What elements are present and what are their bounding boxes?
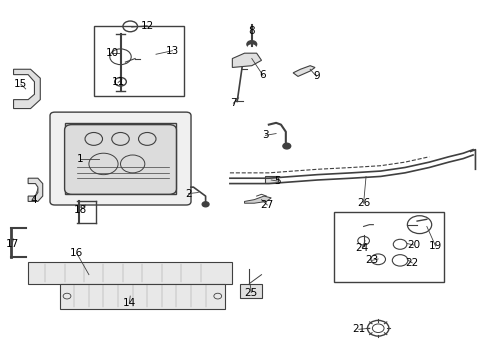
Text: 13: 13 bbox=[165, 46, 179, 56]
Circle shape bbox=[246, 41, 256, 48]
FancyBboxPatch shape bbox=[50, 112, 191, 205]
Text: 25: 25 bbox=[244, 288, 257, 297]
Text: 6: 6 bbox=[259, 70, 266, 80]
Polygon shape bbox=[28, 178, 42, 202]
FancyBboxPatch shape bbox=[28, 262, 232, 284]
Polygon shape bbox=[64, 123, 176, 194]
Text: 16: 16 bbox=[70, 248, 83, 258]
Text: 2: 2 bbox=[185, 189, 191, 199]
Text: 20: 20 bbox=[407, 240, 419, 250]
Text: 23: 23 bbox=[365, 255, 378, 265]
Text: 18: 18 bbox=[73, 205, 86, 215]
Text: 19: 19 bbox=[428, 241, 441, 251]
Text: 24: 24 bbox=[355, 243, 368, 253]
Text: 1: 1 bbox=[77, 154, 83, 163]
Text: 15: 15 bbox=[14, 79, 27, 89]
FancyBboxPatch shape bbox=[64, 125, 176, 194]
Text: 9: 9 bbox=[312, 71, 319, 81]
Text: 4: 4 bbox=[31, 195, 37, 204]
Bar bbox=[94, 26, 183, 96]
Bar bbox=[265, 176, 277, 183]
Bar bbox=[239, 284, 261, 298]
Circle shape bbox=[247, 45, 255, 51]
Bar bbox=[334, 212, 443, 282]
Text: 8: 8 bbox=[248, 26, 255, 36]
FancyBboxPatch shape bbox=[60, 284, 224, 309]
Text: 10: 10 bbox=[105, 48, 119, 58]
Circle shape bbox=[283, 143, 290, 149]
Circle shape bbox=[202, 202, 208, 207]
Text: 21: 21 bbox=[351, 324, 365, 334]
Text: 12: 12 bbox=[141, 21, 154, 31]
Text: 27: 27 bbox=[260, 200, 273, 210]
Polygon shape bbox=[14, 69, 40, 109]
Text: 17: 17 bbox=[5, 239, 19, 249]
Text: 5: 5 bbox=[274, 176, 280, 186]
Text: 26: 26 bbox=[356, 198, 369, 208]
Polygon shape bbox=[244, 196, 271, 203]
Text: 3: 3 bbox=[262, 130, 268, 140]
Text: 7: 7 bbox=[229, 98, 236, 108]
Text: 14: 14 bbox=[122, 298, 136, 308]
Text: 22: 22 bbox=[405, 258, 418, 268]
Polygon shape bbox=[292, 66, 314, 76]
Polygon shape bbox=[232, 53, 261, 67]
Text: 11: 11 bbox=[111, 77, 124, 87]
